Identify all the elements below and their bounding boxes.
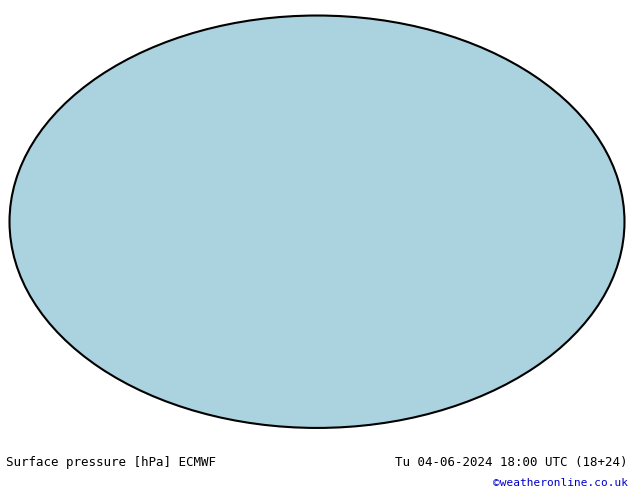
Text: ©weatheronline.co.uk: ©weatheronline.co.uk xyxy=(493,478,628,488)
Text: Tu 04-06-2024 18:00 UTC (18+24): Tu 04-06-2024 18:00 UTC (18+24) xyxy=(395,457,628,469)
Text: Surface pressure [hPa] ECMWF: Surface pressure [hPa] ECMWF xyxy=(6,457,216,469)
Ellipse shape xyxy=(10,16,624,428)
